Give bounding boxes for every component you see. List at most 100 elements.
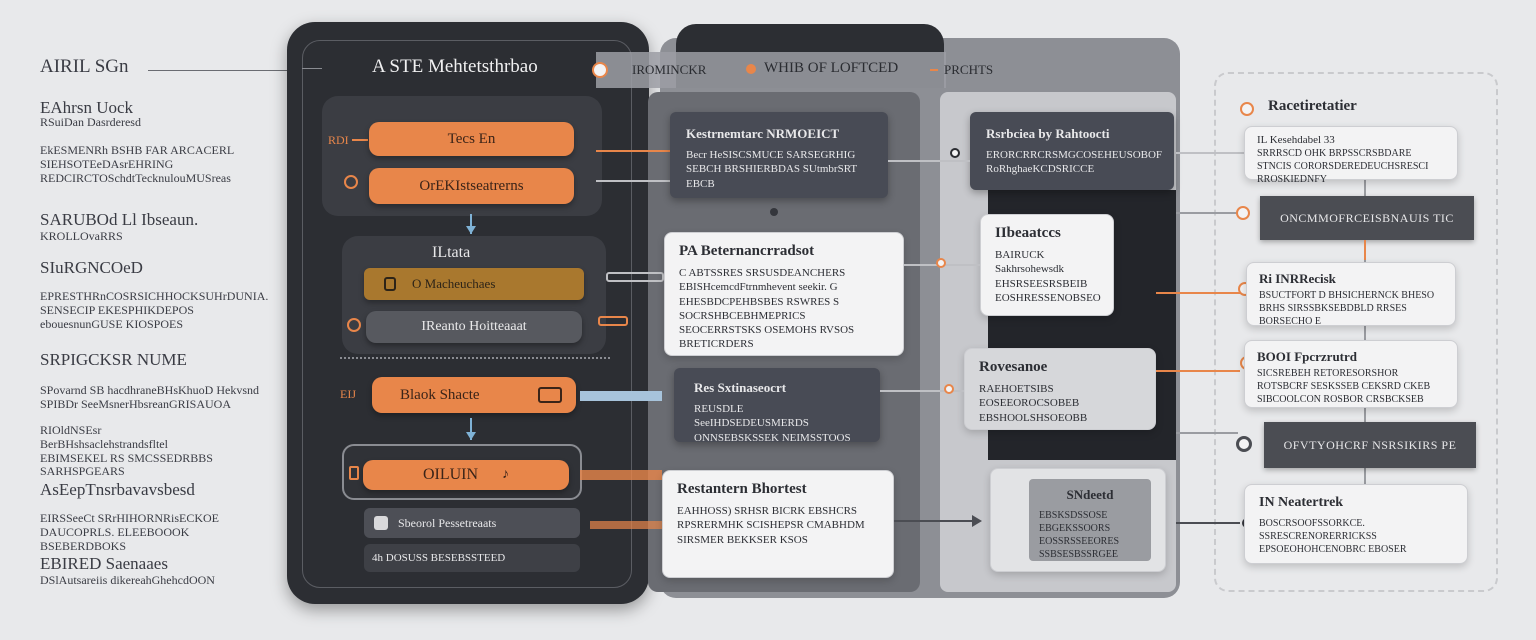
legend-text: RSuiDan Dasrderesd xyxy=(40,115,141,129)
lock-icon xyxy=(384,277,396,291)
node-icon xyxy=(1240,102,1254,116)
connector xyxy=(1176,152,1246,154)
card-c[interactable]: Res Sxtinaseocrt REUSDLE SeeIHDSEDEUSMER… xyxy=(674,368,880,444)
legend: AIRIL SGn EAhrsn Uock RSuiDan Dasrderesd… xyxy=(40,56,328,596)
node-icon xyxy=(944,384,954,394)
card-a[interactable]: Kestrnemtarc NRMOEICT Becr HeSISCSMUCE S… xyxy=(670,112,888,198)
right-card-3[interactable]: BOOI Fpcrzrutrd SICSREBEH RETORESORSHOR … xyxy=(1244,340,1458,408)
black-button-label: Blaok Shacte xyxy=(400,386,480,403)
square-icon xyxy=(349,466,359,480)
tests-button[interactable]: Tecs En xyxy=(369,122,574,156)
right-bar-1[interactable]: ONCMMOFRCEISBNAUIS TIC xyxy=(1260,196,1474,240)
tab-1[interactable]: IROMINCKR xyxy=(632,62,707,77)
oiluin-button-label: OILUIN xyxy=(422,466,479,483)
connector-down-2 xyxy=(470,418,472,440)
card-a-title: Kestrnemtarc NRMOEICT xyxy=(686,126,840,141)
phone-screen xyxy=(302,40,632,588)
refresh-button[interactable]: IReanto Hoitteaaat xyxy=(366,311,582,343)
right-panel xyxy=(1214,72,1498,592)
tab-3[interactable]: PRCHTS xyxy=(944,62,994,77)
card-f[interactable]: IIbeaatccs BAIRUCK Sakhrsohewsdk EHSRSEE… xyxy=(980,214,1114,316)
machine-button[interactable]: O Macheuchaes xyxy=(364,268,584,300)
card-h-title: SNdeetd xyxy=(1066,487,1114,502)
black-button[interactable]: Blaok Shacte xyxy=(372,377,576,413)
card-f-body: BAIRUCK Sakhrsohewsdk EHSRSEESRSBEIB EOS… xyxy=(995,249,1101,304)
connector xyxy=(590,521,662,529)
connector xyxy=(1176,212,1238,214)
disc-row[interactable]: 4h DOSUSS BESEBSSTEED xyxy=(364,544,580,572)
card-e[interactable]: Rsrbciea by Rahtoocti ERORCRRCRSMGCOSEHE… xyxy=(970,112,1174,190)
card-g[interactable]: Rovesanoe RAEHOETSIBS EOSEEOROCSOBEB EBS… xyxy=(964,348,1156,430)
dot-icon xyxy=(347,318,361,332)
arrow-down-icon xyxy=(466,226,476,234)
board-row-label: Sbeorol Pessetreaats xyxy=(398,515,497,530)
right-card-1-body: SRRRSCD OHK BRPSSCRSBDARE STNCIS CORORSD… xyxy=(1257,148,1429,186)
card-h[interactable]: SNdeetd EBSKSDSSOSE EBGEKSSOORS EOSSRSSE… xyxy=(990,468,1166,572)
node-icon xyxy=(936,258,946,268)
legend-text: EIRSSeeCt SRrHIHORNRisECKOE DAUCOPRLS. E… xyxy=(40,511,220,553)
right-card-3-body: SICSREBEH RETORESORSHOR ROTSBCRF SESKSSE… xyxy=(1257,368,1431,405)
phone-title: A STE Mehtetsthrbao xyxy=(372,56,538,77)
right-card-2[interactable]: Ri INRRecisk BSUCTFORT D BHSICHERNCK BHE… xyxy=(1246,262,1456,327)
card-h-inner: SNdeetd EBSKSDSSOSE EBGEKSSOORS EOSSRSSE… xyxy=(1029,479,1151,561)
card-b-title: PA Beternancrradsot xyxy=(679,243,815,259)
tag-rdi: RDI xyxy=(328,133,349,147)
tab-bar xyxy=(596,52,946,88)
machine-button-label: O Macheuchaes xyxy=(412,276,496,291)
oiluin-button[interactable]: OILUIN ♪ xyxy=(363,460,569,490)
right-bar-2[interactable]: OFVTYOHCRF NSRSIKIRS PE xyxy=(1264,422,1476,468)
connector xyxy=(596,180,674,182)
tab-dot-icon xyxy=(592,62,608,78)
user-icon xyxy=(374,516,388,530)
card-e-body: ERORCRRCRSMGCOSEHEUSOBOF RoRhghaeKCDSRIC… xyxy=(986,149,1163,176)
connector xyxy=(888,160,970,162)
card-d[interactable]: Restantern Bhortest EAHHOSS) SRHSR BICRK… xyxy=(662,470,894,578)
legend-text: EkESMENRh BSHB FAR ARCACERL SIEHSOTEeDAs… xyxy=(40,143,234,185)
right-card-4-body: BOSCRSOOFSSORKCE. SSRESCRENORERRICKSS EP… xyxy=(1259,518,1407,555)
legend-heading: AsEepTnsrbavavsbesd xyxy=(40,480,195,499)
card-b[interactable]: PA Beternancrradsot C ABTSSRES SRSUSDEAN… xyxy=(664,232,904,356)
right-card-2-body: BSUCTFORT D BHSICHERNCK BHESO BRHS SIRSS… xyxy=(1259,290,1435,327)
arrow-right-icon xyxy=(972,515,982,527)
connector xyxy=(880,390,964,392)
legend-text: KROLLOvaRRS xyxy=(40,229,123,243)
card-c-body: REUSDLE SeeIHDSEDEUSMERDS ONNSEBSKSSEK N… xyxy=(694,403,851,444)
card-c-title: Res Sxtinaseocrt xyxy=(694,380,787,395)
image-icon xyxy=(538,387,562,403)
connector xyxy=(598,316,628,326)
target-icon xyxy=(1236,436,1252,452)
right-card-4-title: IN Neatertrek xyxy=(1259,495,1344,510)
legend-text: DSlAutsareiis dikereahGhehcdOON xyxy=(40,573,215,587)
right-card-1[interactable]: IL Kesehdabel 33 SRRRSCD OHK BRPSSCRSBDA… xyxy=(1244,126,1458,185)
tab-3-dash xyxy=(930,69,938,71)
legend-heading: SARUBOd Ll Ibseaun. xyxy=(40,210,199,229)
connector xyxy=(1176,432,1238,434)
circle-icon xyxy=(344,175,358,189)
legend-heading: SIuRGNCOeD xyxy=(40,258,143,277)
node-icon xyxy=(1236,206,1250,220)
disc-row-label: 4h DOSUSS BESEBSSTEED xyxy=(372,552,506,564)
legend-text: EPRESTHRnCOSRSICHHOCKSUHrDUNIA. SENSECIP… xyxy=(40,289,269,331)
card-g-title: Rovesanoe xyxy=(979,359,1048,375)
pin-icon xyxy=(770,208,778,216)
connector xyxy=(1176,522,1240,524)
right-card-4[interactable]: IN Neatertrek BOSCRSOOFSSORKCE. SSRESCRE… xyxy=(1244,484,1468,564)
connector xyxy=(1156,292,1240,294)
card-d-title: Restantern Bhortest xyxy=(677,481,807,497)
tag-eij: EIJ xyxy=(340,387,356,401)
card-f-title: IIbeaatccs xyxy=(995,225,1061,241)
right-card-3-title: BOOI Fpcrzrutrd xyxy=(1257,349,1358,364)
connector xyxy=(580,391,662,401)
tag-rdi-line xyxy=(352,139,368,141)
node-icon xyxy=(950,148,960,158)
right-card-2-title: Ri INRRecisk xyxy=(1259,271,1336,286)
legend-text: RIOldNSEsr BerBHshsaclehstrandsfltel EBI… xyxy=(40,423,213,479)
legend-heading: EBIRED Saenaaes xyxy=(40,554,168,573)
card-d-body: EAHHOSS) SRHSR BICRK EBSHCRS RPSRERMHK S… xyxy=(677,505,865,546)
tab-2[interactable]: WHIB OF LOFTCED xyxy=(764,60,899,76)
board-row[interactable]: Sbeorol Pessetreaats xyxy=(364,508,580,538)
arrow-down-icon xyxy=(466,432,476,440)
check-button[interactable]: OrEKIstseatrerns xyxy=(369,168,574,204)
section-title: ILtata xyxy=(432,244,471,261)
legend-heading: SRPIGCKSR NUME xyxy=(40,350,187,369)
